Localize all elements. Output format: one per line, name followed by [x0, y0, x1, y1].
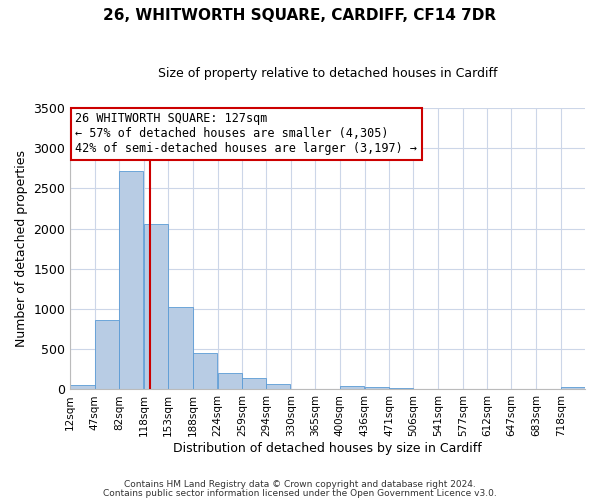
Bar [365, 387, 389, 390]
Text: Contains HM Land Registry data © Crown copyright and database right 2024.: Contains HM Land Registry data © Crown c… [124, 480, 476, 489]
Bar [168, 308, 193, 390]
Bar [144, 224, 168, 390]
Bar [193, 353, 217, 390]
Bar [70, 384, 95, 390]
Text: 26, WHITWORTH SQUARE, CARDIFF, CF14 7DR: 26, WHITWORTH SQUARE, CARDIFF, CF14 7DR [103, 8, 497, 22]
Text: 26 WHITWORTH SQUARE: 127sqm
← 57% of detached houses are smaller (4,305)
42% of : 26 WHITWORTH SQUARE: 127sqm ← 57% of det… [76, 112, 418, 156]
Bar [95, 320, 119, 390]
Bar [218, 372, 242, 390]
X-axis label: Distribution of detached houses by size in Cardiff: Distribution of detached houses by size … [173, 442, 482, 455]
Bar [119, 171, 143, 390]
Bar [242, 378, 266, 390]
Bar [340, 386, 364, 390]
Text: Contains public sector information licensed under the Open Government Licence v3: Contains public sector information licen… [103, 488, 497, 498]
Bar [389, 388, 413, 390]
Bar [266, 384, 290, 390]
Title: Size of property relative to detached houses in Cardiff: Size of property relative to detached ho… [158, 68, 497, 80]
Bar [560, 388, 585, 390]
Y-axis label: Number of detached properties: Number of detached properties [15, 150, 28, 348]
